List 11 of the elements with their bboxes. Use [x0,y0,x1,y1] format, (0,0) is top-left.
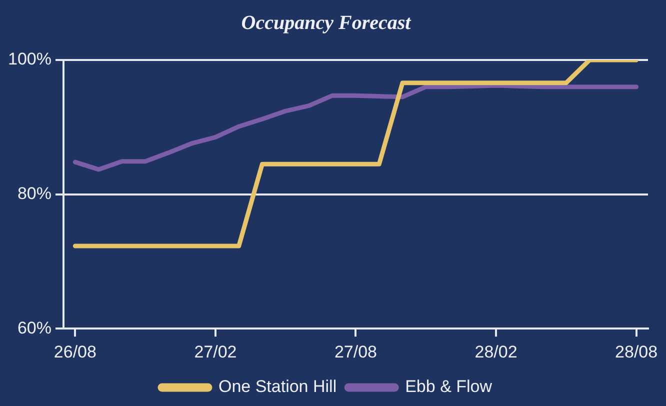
x-tick-label: 28/02 [474,342,518,362]
x-tick-label: 26/08 [54,342,96,362]
legend-label: Ebb & Flow [405,377,493,396]
legend-label: One Station Hill [218,377,337,396]
y-tick-label: 100% [8,50,52,69]
x-tick-label: 27/02 [194,342,237,362]
x-tick-label: 28/08 [615,342,658,362]
chart-title: Occupancy Forecast [241,12,412,34]
y-tick-label: 60% [17,318,52,338]
y-tick-label: 80% [17,184,52,203]
x-tick-label: 27/08 [334,342,378,362]
